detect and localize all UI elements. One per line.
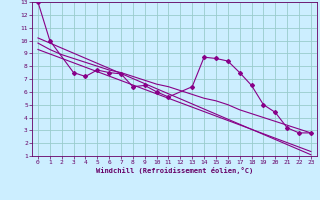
X-axis label: Windchill (Refroidissement éolien,°C): Windchill (Refroidissement éolien,°C): [96, 167, 253, 174]
